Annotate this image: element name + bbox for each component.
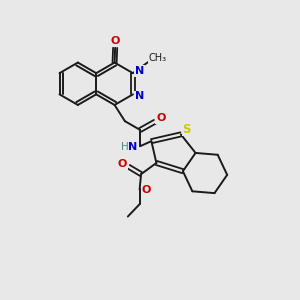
Text: O: O xyxy=(141,185,151,195)
Text: N: N xyxy=(135,92,144,101)
Text: O: O xyxy=(118,159,127,170)
Text: O: O xyxy=(110,36,120,46)
Text: CH₃: CH₃ xyxy=(148,53,167,63)
Text: N: N xyxy=(135,66,144,76)
Text: O: O xyxy=(156,113,166,123)
Text: N: N xyxy=(128,142,137,152)
Text: H: H xyxy=(121,142,129,152)
Text: S: S xyxy=(182,123,191,136)
